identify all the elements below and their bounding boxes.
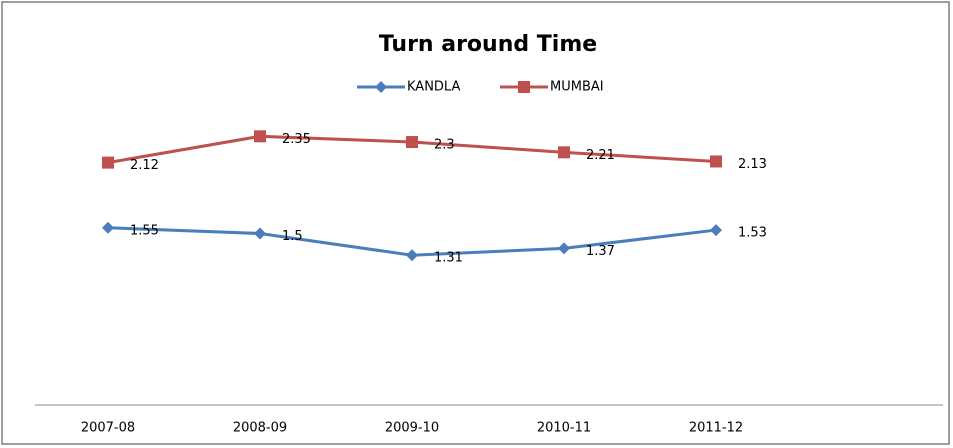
data-label: 1.55 bbox=[130, 223, 159, 238]
data-point bbox=[406, 136, 418, 149]
data-point bbox=[102, 156, 114, 169]
data-point bbox=[254, 227, 266, 240]
x-tick-label: 2011-12 bbox=[689, 421, 743, 436]
data-point bbox=[254, 130, 266, 143]
data-point bbox=[710, 224, 722, 237]
legend-marker bbox=[375, 81, 387, 93]
legend-label: MUMBAI bbox=[550, 80, 604, 95]
data-point bbox=[558, 146, 570, 159]
data-point bbox=[406, 249, 418, 262]
data-point bbox=[710, 155, 722, 168]
data-label: 2.3 bbox=[434, 138, 455, 153]
data-label: 2.35 bbox=[282, 132, 311, 147]
data-label: 2.21 bbox=[586, 148, 615, 163]
legend-label: KANDLA bbox=[407, 80, 460, 95]
data-label: 1.5 bbox=[282, 229, 303, 244]
data-label: 1.37 bbox=[586, 244, 615, 259]
data-label: 2.13 bbox=[738, 157, 767, 172]
data-point bbox=[102, 221, 114, 234]
x-tick-label: 2010-11 bbox=[537, 421, 591, 436]
data-label: 1.53 bbox=[738, 226, 767, 241]
data-label: 1.31 bbox=[434, 251, 463, 266]
x-tick-label: 2007-08 bbox=[81, 421, 135, 436]
data-label: 2.12 bbox=[130, 158, 159, 173]
data-point bbox=[558, 242, 570, 255]
x-tick-label: 2008-09 bbox=[233, 421, 287, 436]
x-tick-label: 2009-10 bbox=[385, 421, 439, 436]
chart-title: Turn around Time bbox=[379, 32, 597, 57]
legend-marker bbox=[518, 81, 530, 93]
